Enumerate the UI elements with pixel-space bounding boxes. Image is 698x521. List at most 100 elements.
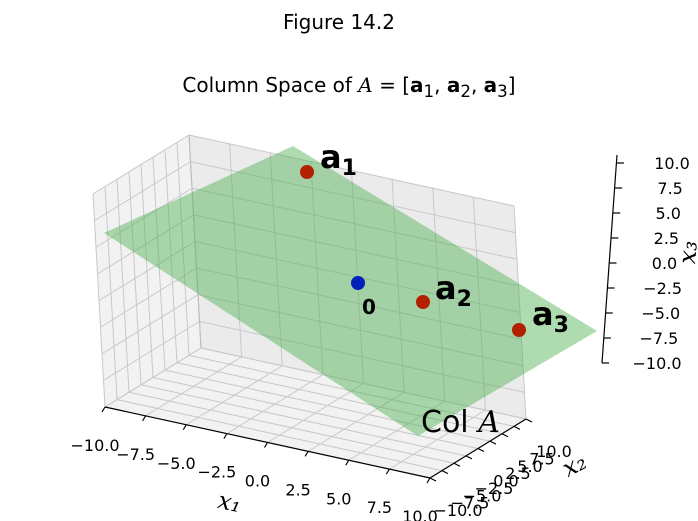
z-axis-line: [601, 154, 618, 364]
x-tick-mark: [182, 424, 187, 431]
x-tick-label: −2.5: [197, 463, 236, 482]
grid-line: [97, 214, 194, 275]
point-label: a3: [532, 295, 569, 338]
grid-line: [472, 197, 486, 411]
z-tick-label: −7.5: [639, 329, 678, 348]
title-s3: 3: [497, 82, 508, 101]
title-var: A: [358, 73, 373, 97]
grid-line: [188, 354, 515, 427]
grid-line: [176, 142, 190, 356]
axes: [101, 154, 624, 484]
title-close: ]: [507, 73, 516, 97]
grid-line: [188, 134, 515, 207]
plane-surface: [104, 146, 597, 436]
z-tick-label: −5.0: [641, 304, 680, 323]
data-point-a2: [416, 295, 430, 309]
grid-line: [348, 400, 446, 461]
data-point-a1: [300, 165, 314, 179]
y-tick-label: −2.5: [475, 479, 514, 498]
grid-line: [191, 187, 518, 260]
y-tick-label: 2.5: [505, 464, 530, 483]
point-label: a1: [320, 138, 357, 181]
y-tick-mark: [489, 440, 497, 445]
grid-line: [164, 369, 491, 442]
x-tick-label: −10.0: [70, 436, 119, 455]
x-tick-label: 0.0: [245, 472, 270, 491]
grid-line: [307, 391, 405, 452]
y-tick-mark: [513, 425, 521, 430]
y-tick-mark: [477, 447, 485, 453]
grid-line: [389, 409, 486, 470]
y-tick-mark: [453, 462, 461, 467]
figure-label: Figure 14.2: [283, 10, 395, 34]
x-tick-label: −5.0: [157, 454, 196, 473]
x-tick-mark: [223, 433, 228, 439]
y-tick-mark: [525, 418, 533, 423]
grid-line: [200, 347, 527, 420]
z-axis-label: x₃: [673, 240, 698, 266]
grid-line: [152, 377, 479, 449]
column-space-plane: [104, 146, 597, 436]
x-tick-label: 7.5: [367, 498, 392, 517]
plane-label: Col A: [421, 405, 500, 440]
y-tick-label: −10.0: [433, 501, 482, 520]
grid-line: [152, 157, 166, 371]
z-tick-label: 5.0: [656, 204, 681, 223]
grid-line: [94, 161, 191, 222]
title-a3: a: [483, 73, 498, 97]
origin-label: 0: [362, 295, 376, 319]
x-tick-mark: [304, 451, 309, 457]
y-tick-mark: [465, 455, 473, 460]
title-eq: = [: [372, 73, 411, 97]
title-s1: 1: [423, 82, 435, 101]
y-tick-mark: [441, 470, 449, 475]
data-point-0: [351, 276, 365, 290]
grid-line: [391, 179, 405, 393]
y-tick-label: 5.0: [517, 457, 542, 476]
x-tick-mark: [263, 442, 269, 448]
title-a1: a: [410, 73, 424, 97]
point-label-subscript: 1: [342, 156, 357, 181]
x-tick-mark: [385, 468, 390, 475]
y-tick-label: 7.5: [529, 449, 554, 468]
y-tick-label: −7.5: [451, 494, 490, 513]
point-label-subscript: 3: [554, 313, 569, 338]
title-s2: 2: [460, 82, 471, 101]
x-axis-label: x₁: [215, 486, 243, 518]
grid-line: [95, 187, 193, 248]
y-tick-label: −5.0: [463, 486, 502, 505]
grid-line: [164, 149, 178, 363]
x-tick-mark: [426, 477, 431, 484]
x-tick-mark: [142, 415, 147, 422]
pane-edge: [188, 134, 202, 349]
grid-line: [190, 161, 516, 234]
chart-title: Column Space of A = [a1, a2, a3]: [182, 73, 516, 101]
z-tick-label: 7.5: [657, 179, 682, 198]
title-a2: a: [446, 73, 461, 97]
y-tick-label: 10.0: [536, 442, 572, 461]
x-tick-label: −7.5: [116, 445, 155, 464]
z-tick-label: 0.0: [652, 254, 677, 273]
z-tick-label: 10.0: [654, 154, 690, 173]
x-tick-label: 5.0: [326, 489, 351, 508]
x-tick-mark: [345, 459, 350, 466]
grid-line: [193, 214, 519, 287]
y-tick-label: 0.0: [493, 472, 518, 491]
y-tick-mark: [501, 433, 509, 438]
x-tick-label: 2.5: [285, 480, 310, 499]
grid-line: [176, 362, 503, 435]
x-tick-label: 10.0: [402, 507, 438, 521]
y-tick-mark: [429, 477, 437, 482]
plane-label-var: A: [475, 405, 500, 440]
data-points: [300, 165, 526, 337]
grid-line: [432, 188, 446, 402]
point-label-subscript: 2: [457, 287, 472, 312]
title-prefix: Column Space of: [182, 73, 359, 97]
z-tick-label: −10.0: [632, 354, 681, 373]
grid-line: [98, 241, 196, 301]
grid-line: [513, 205, 527, 420]
z-tick-label: −2.5: [643, 279, 682, 298]
z-tick-label: 2.5: [654, 229, 679, 248]
